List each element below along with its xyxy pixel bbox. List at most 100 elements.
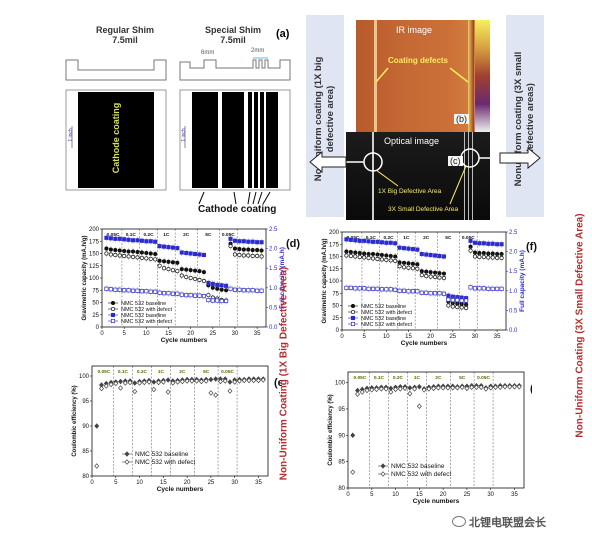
- rate-label: 0.1C: [118, 369, 129, 375]
- coating-stripe: [222, 92, 244, 188]
- data-point: [193, 276, 198, 282]
- data-point: [450, 304, 455, 309]
- plot-frame: [347, 371, 525, 489]
- panel-label: (e): [274, 377, 282, 389]
- data-point: [407, 385, 413, 391]
- data-point: [160, 379, 166, 385]
- data-point: [357, 238, 362, 243]
- data-point: [175, 260, 180, 265]
- data-point: [110, 318, 116, 324]
- data-point: [126, 237, 131, 242]
- data-point: [144, 239, 149, 244]
- y2-tick-label: 1.5: [509, 269, 518, 275]
- coating-stripe: [192, 92, 218, 188]
- data-point: [402, 265, 407, 270]
- data-point: [441, 291, 446, 296]
- data-point: [419, 273, 424, 278]
- data-point: [210, 281, 215, 286]
- rate-label: 0.05C: [107, 232, 120, 238]
- regular-shim-title: Regular Shim 7.5mil: [95, 25, 154, 45]
- y2-tick-label: 0.5: [509, 308, 518, 314]
- data-point: [359, 389, 365, 395]
- data-point: [402, 385, 408, 392]
- y2-tick-label: 2.0: [509, 250, 518, 256]
- x-tick-label: 10: [392, 492, 399, 498]
- data-point: [246, 253, 251, 258]
- data-point: [350, 469, 356, 475]
- data-point: [213, 392, 219, 398]
- x-tick-label: 30: [472, 334, 479, 340]
- data-point: [175, 379, 181, 385]
- data-point: [232, 287, 238, 292]
- left-arrow: [309, 150, 347, 174]
- data-point: [384, 257, 389, 262]
- data-point: [124, 451, 130, 457]
- rate-label: 2C: [423, 235, 430, 241]
- data-point: [215, 298, 220, 303]
- data-point: [499, 255, 504, 261]
- data-point: [477, 254, 482, 260]
- data-point: [433, 253, 438, 258]
- data-point: [117, 248, 122, 253]
- data-point: [175, 246, 180, 251]
- y-tick-label: 150: [329, 255, 340, 261]
- data-point: [236, 378, 242, 384]
- data-point: [137, 380, 143, 386]
- data-point: [435, 385, 441, 391]
- data-point: [166, 245, 171, 250]
- data-point: [260, 377, 266, 383]
- data-point: [350, 432, 356, 438]
- x-tick-label: 25: [208, 480, 215, 486]
- data-point: [512, 384, 517, 390]
- data-point: [197, 252, 202, 257]
- x-tick-label: 0: [346, 492, 350, 498]
- y-tick-label: 150: [89, 252, 100, 258]
- data-point: [410, 247, 415, 252]
- rate-label: 5C: [459, 375, 466, 381]
- data-point: [502, 384, 508, 390]
- x-tick-label: 15: [165, 331, 172, 337]
- regular-shim-profile: [65, 59, 167, 81]
- data-point: [379, 257, 384, 262]
- data-point: [516, 384, 522, 390]
- data-point: [219, 283, 224, 288]
- y2-tick-label: 0.0: [509, 328, 518, 334]
- panel-label: (f): [526, 241, 537, 253]
- data-point: [197, 269, 202, 274]
- data-point: [170, 268, 175, 273]
- data-point: [388, 287, 393, 292]
- data-point: [344, 237, 349, 242]
- data-point: [446, 303, 451, 308]
- data-point: [197, 277, 202, 283]
- data-point: [222, 378, 228, 384]
- data-point: [184, 250, 189, 256]
- data-point: [201, 270, 206, 275]
- data-point: [428, 252, 433, 258]
- data-point: [108, 236, 113, 241]
- data-point: [162, 291, 167, 296]
- data-point: [224, 298, 229, 304]
- data-point: [144, 289, 149, 294]
- x-tick-label: 20: [184, 480, 191, 486]
- data-point: [165, 377, 171, 383]
- data-point: [144, 250, 149, 256]
- y2-axis-label: Full capacity (mA.h): [519, 250, 526, 312]
- data-point: [201, 278, 206, 283]
- rate-label: 0.2C: [143, 232, 154, 238]
- series: [344, 283, 504, 305]
- data-point: [348, 253, 353, 259]
- x-tick-label: 5: [122, 331, 126, 337]
- rate-label: 0.05C: [221, 369, 234, 375]
- legend-entry: NMC 532 with defect: [391, 471, 452, 478]
- y2-tick-label: 2.0: [269, 247, 278, 253]
- data-point: [99, 385, 104, 392]
- data-point: [468, 238, 473, 243]
- x-tick-label: 0: [90, 480, 94, 486]
- data-point: [246, 377, 252, 384]
- data-point: [197, 293, 202, 298]
- data-point: [250, 239, 255, 244]
- x-tick-label: 35: [494, 334, 501, 340]
- data-point: [166, 267, 171, 272]
- data-point: [179, 292, 184, 297]
- x-tick-label: 30: [487, 492, 494, 498]
